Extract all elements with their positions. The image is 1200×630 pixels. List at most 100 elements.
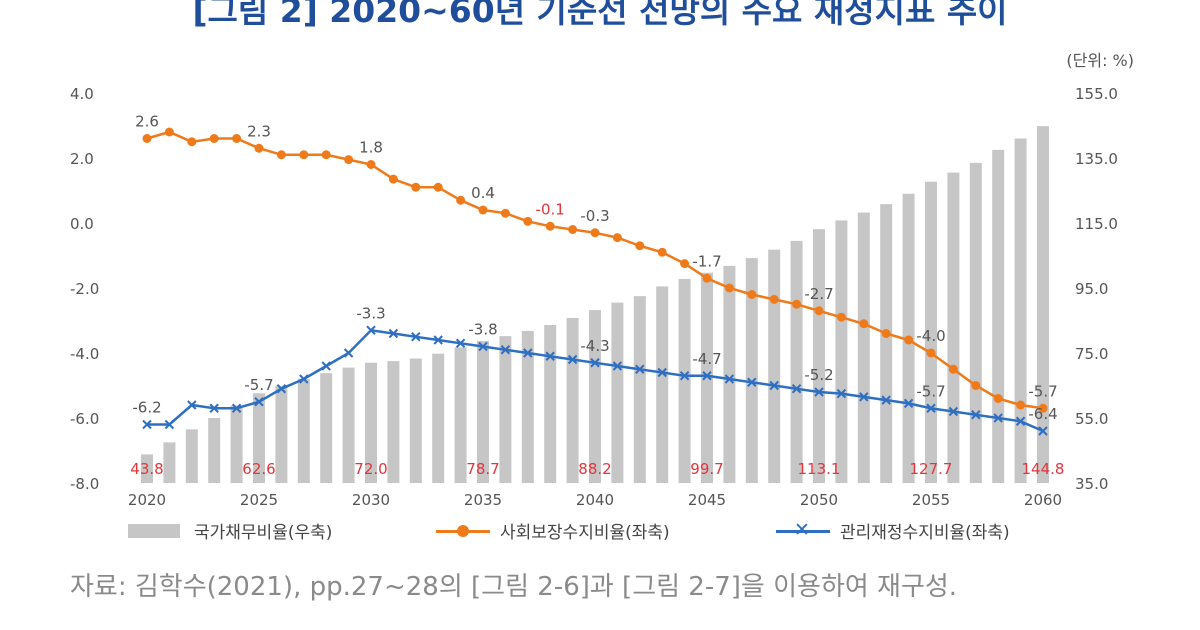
point-social-security [1016,400,1026,410]
legend-label-social: 사회보장수지비율(좌축) [500,523,670,543]
point-managed-fiscal [926,403,936,413]
point-managed-fiscal [679,371,690,381]
point-managed-fiscal [455,338,466,348]
bar-debt-ratio [432,353,445,483]
point-managed-fiscal [791,384,802,394]
point-managed-fiscal [500,345,511,355]
legend-item-debt: 국가채무비율(우축) [128,518,332,543]
bar-data-label: 127.7 [910,460,953,478]
legend-item-fiscal: ✕ 관리재정수지비율(좌축) [776,518,1010,543]
fiscal-data-label: -6.4 [1028,405,1057,423]
bar-debt-ratio [141,454,153,483]
bar-debt-ratio [566,317,579,483]
bar-debt-ratio [947,172,960,483]
point-social-security [859,319,869,329]
point-managed-fiscal [1038,426,1048,436]
y-right-tick-label: 115.0 [1075,215,1118,233]
bar-debt-ratio [387,361,400,483]
x-tick-label: 2035 [464,491,502,509]
fiscal-data-label: -4.7 [692,350,721,368]
point-social-security [971,381,981,390]
point-managed-fiscal [187,400,197,410]
point-managed-fiscal [411,332,421,342]
y-left-tick-label: 4.0 [70,85,94,103]
bar-debt-ratio [1014,138,1027,483]
x-tick-label: 2045 [688,491,726,509]
point-managed-fiscal [343,348,354,358]
point-managed-fiscal [478,341,488,352]
social-data-label: 0.4 [471,184,495,202]
chart-title: [그림 2] 2020~60년 기준선 전망의 주요 재정지표 추이 [192,0,1008,30]
bar-debt-ratio [320,373,333,483]
point-social-security [769,294,779,304]
point-managed-fiscal [948,406,959,417]
x-tick-label: 2025 [240,491,278,509]
point-social-security [702,273,712,283]
bar-debt-ratio [275,386,288,483]
fiscal-data-label: -3.3 [356,304,385,322]
point-social-security [904,335,914,345]
point-social-security [836,312,846,322]
point-social-security [881,329,891,338]
social-data-label: -2.7 [804,285,833,303]
point-social-security [187,137,197,147]
point-managed-fiscal [702,371,712,381]
bar-data-label: 43.8 [130,460,163,478]
bar-debt-ratio [678,278,691,483]
bar-debt-ratio [230,405,243,483]
social-data-label: -1.7 [692,252,721,270]
point-managed-fiscal [814,387,824,397]
legend-item-social: 사회보장수지비율(좌축) [436,518,670,543]
point-social-security [814,306,824,316]
point-social-security [142,134,152,143]
legend-label-debt: 국가채무비율(우축) [194,523,333,543]
point-social-security [254,143,264,153]
point-managed-fiscal [276,384,287,394]
bar-debt-ratio [342,367,355,483]
bar-debt-ratio [701,272,713,483]
source-note: 자료: 김학수(2021), pp.27~28의 [그림 2-6]과 [그림 2… [70,572,958,602]
legend-circle-line-swatch [436,523,490,539]
fiscal-data-label: -5.7 [244,376,273,394]
bar-debt-ratio [185,429,198,483]
bar-data-label: 72.0 [354,460,387,478]
bar-debt-ratio [723,265,736,483]
bar-debt-ratio [790,240,803,483]
point-social-security [299,150,309,160]
point-managed-fiscal [523,348,533,358]
point-social-security [993,394,1003,403]
y-right-tick-label: 135.0 [1075,150,1118,168]
social-data-label: -0.1 [536,200,565,218]
point-managed-fiscal [1015,416,1026,426]
bar-data-label: 88.2 [578,460,611,478]
fiscal-data-label: -6.2 [132,399,161,417]
point-managed-fiscal [142,419,152,430]
bar-data-label: 78.7 [466,460,499,478]
y-right-tick-label: 35.0 [1075,475,1108,493]
point-managed-fiscal [747,377,757,387]
point-managed-fiscal [881,395,891,405]
point-managed-fiscal [366,325,376,335]
point-social-security [657,247,667,257]
y-right-tick-label: 95.0 [1075,280,1108,298]
point-managed-fiscal [769,380,779,391]
y-right-tick-label: 75.0 [1075,345,1108,363]
y-right-tick-label: 55.0 [1075,410,1108,428]
bar-debt-ratio [633,296,646,483]
point-managed-fiscal [567,354,578,365]
point-social-security [344,155,354,165]
point-managed-fiscal [993,413,1003,423]
point-social-security [232,134,242,143]
point-managed-fiscal [433,335,443,345]
point-managed-fiscal [545,351,555,361]
bar-debt-ratio [365,362,377,483]
legend-bar-swatch [128,523,180,538]
point-social-security [590,228,600,238]
x-tick-label: 2055 [912,491,950,509]
y-right-tick-label: 155.0 [1075,85,1118,103]
bar-data-label: 62.6 [242,460,275,478]
bar-debt-ratio [813,229,825,483]
bar-debt-ratio [544,325,557,483]
legend-label-fiscal: 관리재정수지비율(좌축) [840,523,1010,543]
